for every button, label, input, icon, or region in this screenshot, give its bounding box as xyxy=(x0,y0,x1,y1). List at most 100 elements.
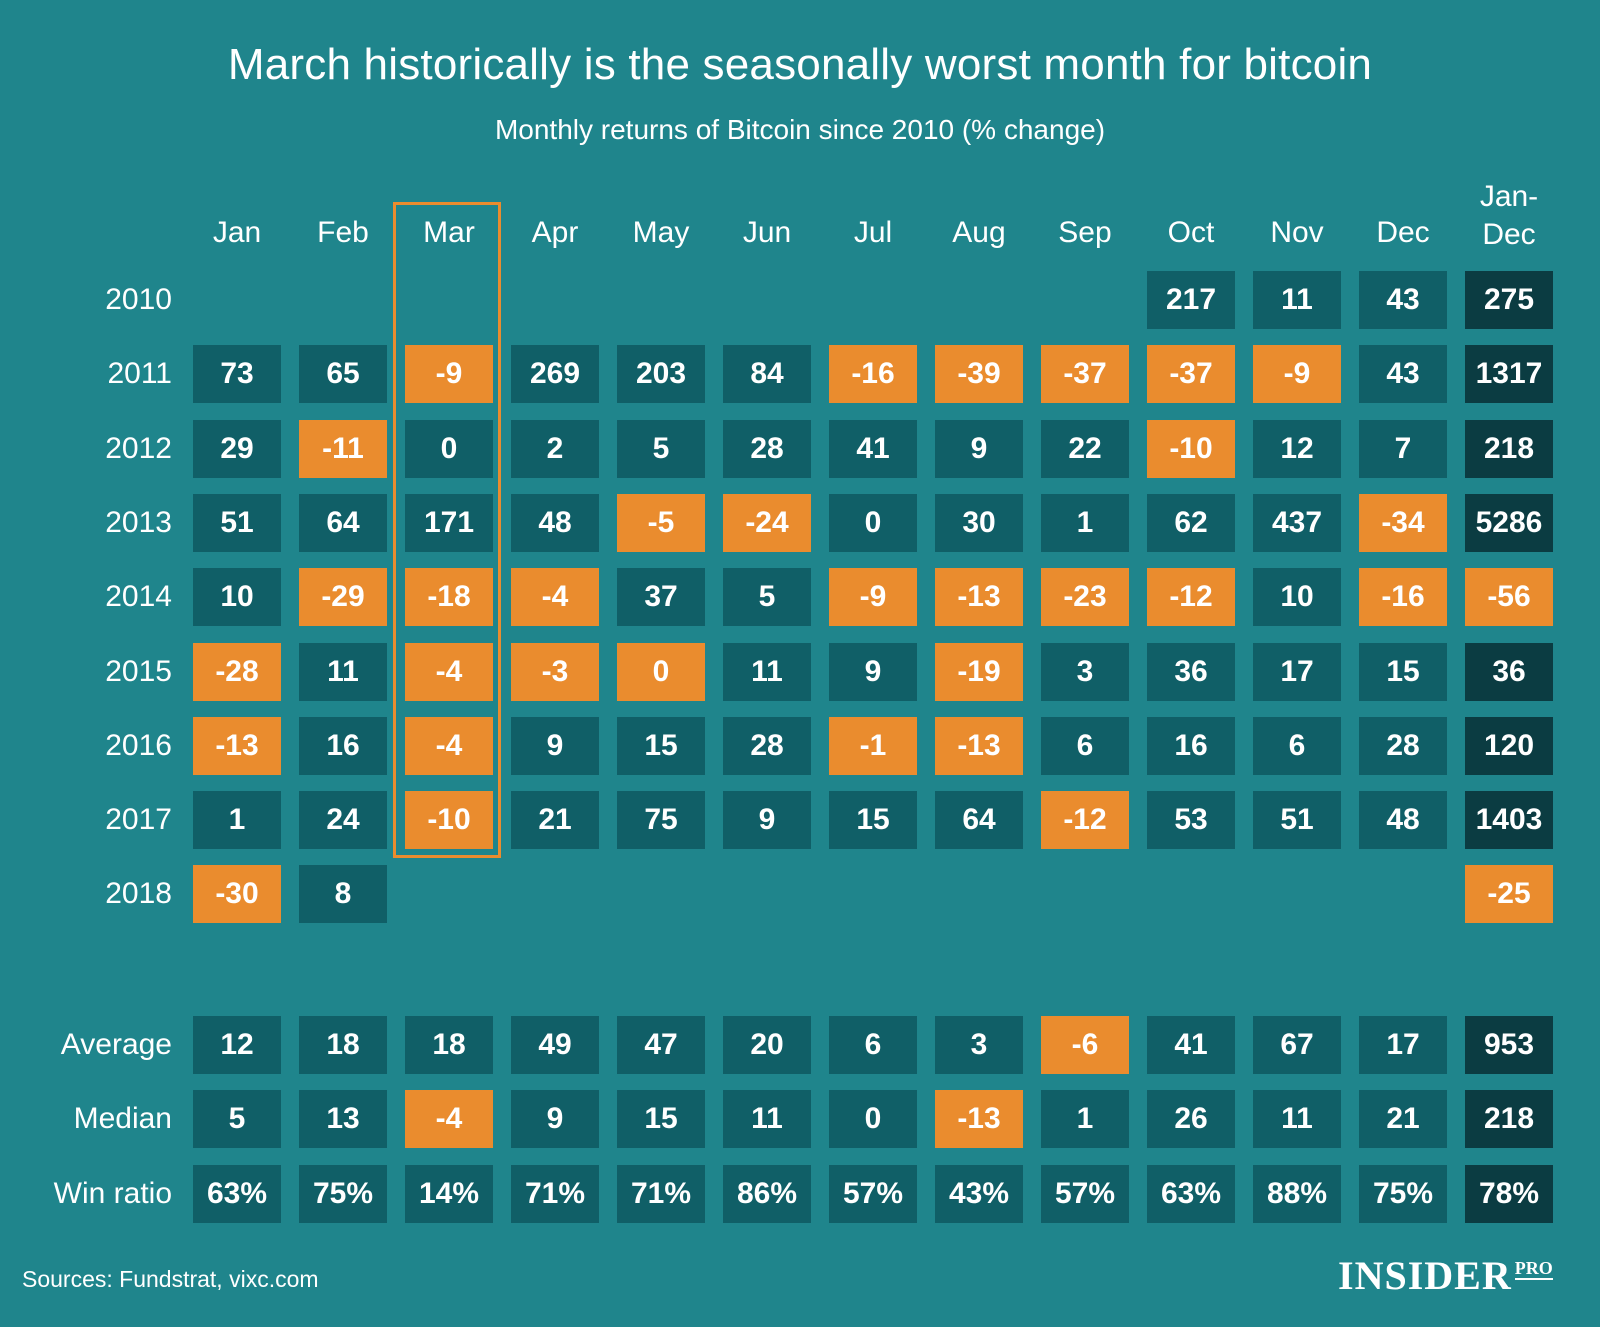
cell-2016-jan-dec: 120 xyxy=(1465,716,1553,775)
summary-median-jul: 0 xyxy=(829,1090,917,1149)
summary-win-ratio-nov: 88% xyxy=(1253,1164,1341,1223)
cell-2017-jun: 9 xyxy=(723,791,811,850)
cell-2011-may: 203 xyxy=(617,345,705,404)
column-header-may: May xyxy=(632,216,690,249)
cell-2012-nov: 12 xyxy=(1253,419,1341,478)
cell-2010-nov: 11 xyxy=(1253,271,1341,329)
column-header-jul: Jul xyxy=(853,216,893,249)
cell-2011-jul: -16 xyxy=(829,345,917,404)
summary-win-ratio-may: 71% xyxy=(617,1164,705,1223)
cell-2015-jul: 9 xyxy=(829,642,917,701)
cell-2011-feb: 65 xyxy=(299,345,387,404)
cell-2015-feb: 11 xyxy=(299,642,387,701)
summary-median-jun: 11 xyxy=(723,1090,811,1149)
summary-win-ratio-jun: 86% xyxy=(723,1164,811,1223)
summary-win-ratio-feb: 75% xyxy=(299,1164,387,1223)
summary-average-feb: 18 xyxy=(299,1016,387,1074)
summary-average-may: 47 xyxy=(617,1016,705,1074)
cell-2013-nov: 437 xyxy=(1253,493,1341,552)
cell-2015-jun: 11 xyxy=(723,642,811,701)
column-header-aug: Aug xyxy=(952,216,1006,249)
cell-2011-apr: 269 xyxy=(511,345,599,404)
cell-2016-aug: -13 xyxy=(935,716,1023,775)
summary-win-ratio-aug: 43% xyxy=(935,1164,1023,1223)
chart-title: March historically is the seasonally wor… xyxy=(227,40,1373,89)
row-label-2017: 2017 xyxy=(105,803,172,837)
summary-median-aug: -13 xyxy=(935,1090,1023,1149)
cell-2013-sep: 1 xyxy=(1041,493,1129,552)
cell-2014-jul: -9 xyxy=(829,568,917,627)
cell-2012-dec: 7 xyxy=(1359,419,1447,478)
cell-2017-nov: 51 xyxy=(1253,791,1341,850)
summary-median-jan: 5 xyxy=(193,1090,281,1149)
cell-2015-mar: -4 xyxy=(405,642,493,701)
cell-2018-jan-dec: -25 xyxy=(1465,865,1553,924)
summary-median-feb: 13 xyxy=(299,1090,387,1149)
column-header-apr: Apr xyxy=(531,216,579,249)
cell-2014-jan: 10 xyxy=(193,568,281,627)
cell-2012-jan: 29 xyxy=(193,419,281,478)
cell-2016-mar: -4 xyxy=(405,716,493,775)
cell-2015-jan-dec: 36 xyxy=(1465,642,1553,701)
cell-2014-jan-dec: -56 xyxy=(1465,568,1553,627)
cell-2017-may: 75 xyxy=(617,791,705,850)
cell-2018-feb: 8 xyxy=(299,865,387,924)
cell-2015-jan: -28 xyxy=(193,642,281,701)
cell-2017-feb: 24 xyxy=(299,791,387,850)
cell-2012-feb: -11 xyxy=(299,419,387,478)
cell-2018-jan: -30 xyxy=(193,865,281,924)
cell-2013-oct: 62 xyxy=(1147,493,1235,552)
cell-2013-aug: 30 xyxy=(935,493,1023,552)
cell-2012-aug: 9 xyxy=(935,419,1023,478)
cell-2017-jan: 1 xyxy=(193,791,281,850)
row-label-2015: 2015 xyxy=(105,654,172,688)
row-label-2012: 2012 xyxy=(105,431,172,465)
cell-2014-oct: -12 xyxy=(1147,568,1235,627)
cell-2011-oct: -37 xyxy=(1147,345,1235,404)
cell-2013-may: -5 xyxy=(617,493,705,552)
cell-2017-jul: 15 xyxy=(829,791,917,850)
cell-2017-mar: -10 xyxy=(405,791,493,850)
summary-median-jan-dec: 218 xyxy=(1465,1090,1553,1149)
summary-average-jun: 20 xyxy=(723,1016,811,1074)
column-header-nov: Nov xyxy=(1270,216,1324,249)
cell-2014-nov: 10 xyxy=(1253,568,1341,627)
cell-2015-dec: 15 xyxy=(1359,642,1447,701)
insider-pro-logo: INSIDER PRO xyxy=(1338,1252,1553,1296)
cell-2013-apr: 48 xyxy=(511,493,599,552)
cell-2011-dec: 43 xyxy=(1359,345,1447,404)
cell-2016-oct: 16 xyxy=(1147,716,1235,775)
cell-2013-jun: -24 xyxy=(723,493,811,552)
row-label-2013: 2013 xyxy=(105,505,172,539)
cell-2014-apr: -4 xyxy=(511,568,599,627)
cell-2016-nov: 6 xyxy=(1253,716,1341,775)
cell-2012-oct: -10 xyxy=(1147,419,1235,478)
cell-2015-aug: -19 xyxy=(935,642,1023,701)
summary-median-may: 15 xyxy=(617,1090,705,1149)
cell-2012-jan-dec: 218 xyxy=(1465,419,1553,478)
column-header-feb: Feb xyxy=(317,216,369,249)
march-highlight-box xyxy=(393,202,501,858)
summary-median-dec: 21 xyxy=(1359,1090,1447,1149)
summary-average-oct: 41 xyxy=(1147,1016,1235,1074)
cell-2016-dec: 28 xyxy=(1359,716,1447,775)
summary-label-win-ratio: Win ratio xyxy=(53,1176,172,1210)
cell-2013-jul: 0 xyxy=(829,493,917,552)
row-label-2018: 2018 xyxy=(105,877,172,911)
summary-average-jul: 6 xyxy=(829,1016,917,1074)
cell-2013-mar: 171 xyxy=(405,493,493,552)
cell-2016-jun: 28 xyxy=(723,716,811,775)
summary-average-sep: -6 xyxy=(1041,1016,1129,1074)
cell-2012-may: 5 xyxy=(617,419,705,478)
summary-average-jan-dec: 953 xyxy=(1465,1016,1553,1074)
cell-2012-jun: 28 xyxy=(723,419,811,478)
cell-2017-aug: 64 xyxy=(935,791,1023,850)
summary-average-aug: 3 xyxy=(935,1016,1023,1074)
cell-2012-mar: 0 xyxy=(405,419,493,478)
column-header-dec: Dec xyxy=(1376,216,1430,249)
row-label-2010: 2010 xyxy=(105,283,172,316)
summary-label-median: Median xyxy=(73,1102,172,1136)
column-header-mar: Mar xyxy=(423,216,475,249)
cell-2016-jul: -1 xyxy=(829,716,917,775)
